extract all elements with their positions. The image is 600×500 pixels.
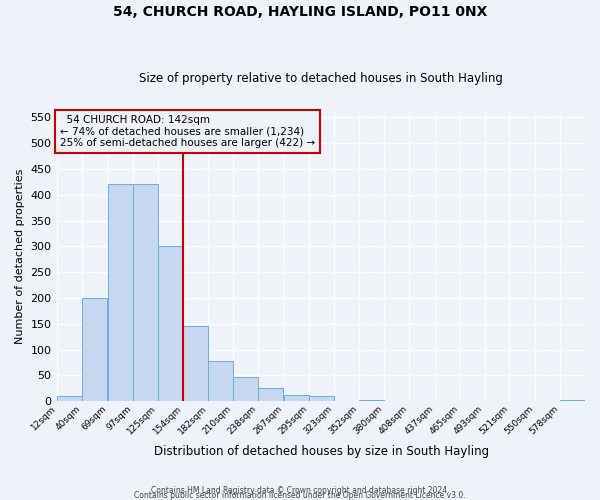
Bar <box>208 361 233 402</box>
Title: Size of property relative to detached houses in South Hayling: Size of property relative to detached ho… <box>139 72 503 85</box>
Bar <box>284 394 308 402</box>
Bar <box>184 326 208 402</box>
Bar <box>359 400 384 402</box>
Bar <box>158 246 182 402</box>
Bar <box>258 388 283 402</box>
Bar <box>560 400 585 402</box>
Text: Contains HM Land Registry data © Crown copyright and database right 2024.: Contains HM Land Registry data © Crown c… <box>151 486 449 495</box>
Text: 54, CHURCH ROAD, HAYLING ISLAND, PO11 0NX: 54, CHURCH ROAD, HAYLING ISLAND, PO11 0N… <box>113 5 487 19</box>
Text: 54 CHURCH ROAD: 142sqm
← 74% of detached houses are smaller (1,234)
25% of semi-: 54 CHURCH ROAD: 142sqm ← 74% of detached… <box>60 115 315 148</box>
Bar <box>82 298 107 402</box>
Bar <box>57 396 82 402</box>
Bar <box>108 184 133 402</box>
Bar <box>133 184 158 402</box>
X-axis label: Distribution of detached houses by size in South Hayling: Distribution of detached houses by size … <box>154 444 488 458</box>
Y-axis label: Number of detached properties: Number of detached properties <box>15 169 25 344</box>
Text: Contains public sector information licensed under the Open Government Licence v3: Contains public sector information licen… <box>134 490 466 500</box>
Bar <box>233 376 258 402</box>
Bar <box>308 396 334 402</box>
